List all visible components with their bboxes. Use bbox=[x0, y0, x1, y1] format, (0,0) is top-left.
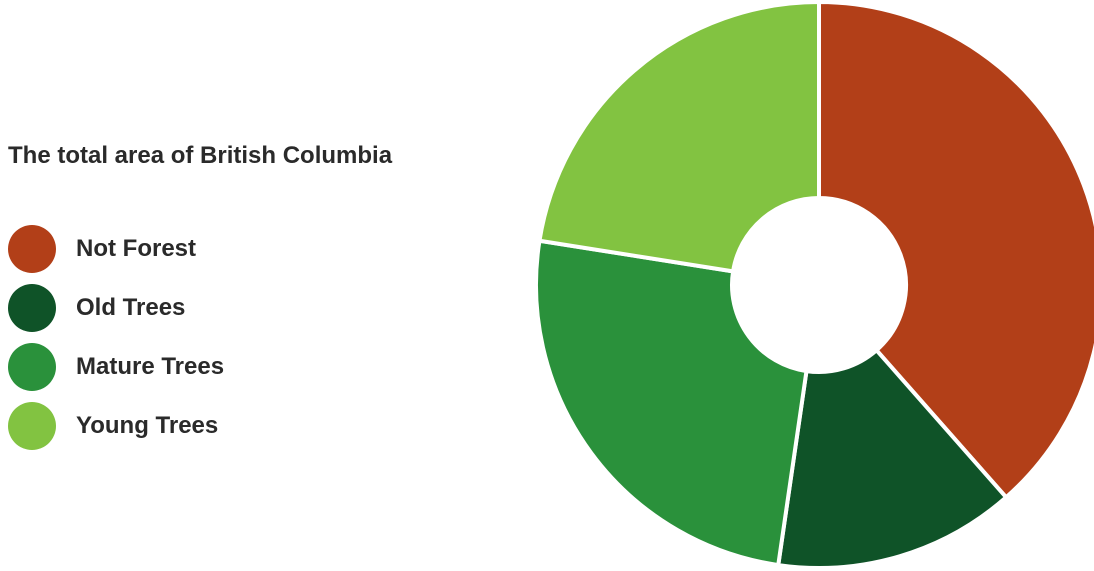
pie-slice-young-trees bbox=[537, 0, 821, 274]
legend-label-not-forest: Not Forest bbox=[76, 234, 196, 262]
legend-label-mature-trees: Mature Trees bbox=[76, 352, 225, 380]
legend-swatch-old-trees bbox=[8, 283, 56, 332]
legend-item-old-trees: Old Trees bbox=[8, 278, 478, 337]
legend-label-old-trees: Old Trees bbox=[76, 293, 186, 321]
legend-swatch-not-forest bbox=[8, 224, 56, 273]
chart-title: The total area of British Columbia bbox=[8, 142, 393, 169]
legend-item-mature-trees: Mature Trees bbox=[8, 337, 478, 396]
legend-swatch-young-trees bbox=[8, 401, 56, 450]
pie-slice-old-trees bbox=[776, 348, 1009, 570]
legend-list: Not Forest Old Trees Mature Trees Young … bbox=[8, 219, 478, 455]
pie-slice-not-forest bbox=[817, 0, 1094, 500]
pie-slice-mature-trees bbox=[534, 238, 809, 568]
legend-item-not-forest: Not Forest bbox=[8, 219, 478, 278]
legend-label-young-trees: Young Trees bbox=[76, 411, 219, 439]
legend-item-young-trees: Young Trees bbox=[8, 396, 478, 455]
chart-legend: The total area of British Columbia Not F… bbox=[8, 141, 478, 455]
legend-swatch-mature-trees bbox=[8, 342, 56, 391]
